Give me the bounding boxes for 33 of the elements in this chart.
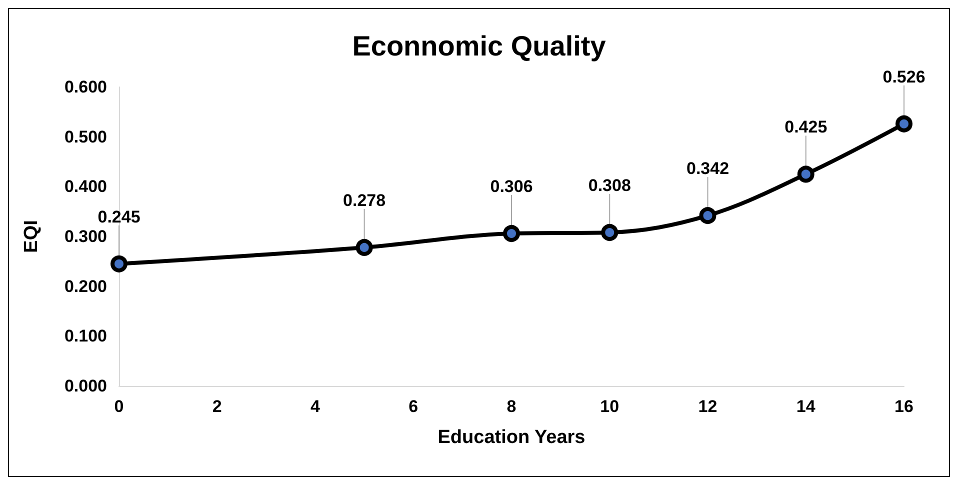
data-label: 0.278 bbox=[343, 190, 386, 210]
data-label: 0.425 bbox=[784, 118, 828, 137]
y-tick-label: 0.600 bbox=[64, 78, 107, 96]
point bbox=[699, 207, 716, 224]
y-tick-label: 0.300 bbox=[64, 227, 107, 246]
point bbox=[896, 115, 912, 132]
point bbox=[110, 255, 128, 272]
x-axis-title: Education Years bbox=[438, 427, 586, 448]
chart-title: Econnomic Quality bbox=[352, 30, 606, 62]
data-label: 0.342 bbox=[686, 159, 730, 178]
y-tick-label: 0.400 bbox=[64, 177, 107, 196]
point bbox=[356, 238, 373, 256]
y-tick-label: 0.500 bbox=[64, 127, 107, 146]
data-label: 0.308 bbox=[588, 176, 631, 196]
point bbox=[601, 224, 618, 242]
data-label: 0.526 bbox=[882, 67, 926, 86]
x-tick-label: 14 bbox=[796, 397, 816, 416]
x-tick-label: 2 bbox=[212, 397, 222, 416]
data-label: 0.306 bbox=[490, 177, 533, 196]
y-tick-label: 0.200 bbox=[64, 276, 107, 296]
x-tick-label: 6 bbox=[408, 397, 418, 416]
y-tick-label: 0.000 bbox=[64, 376, 107, 396]
x-tick-label: 0 bbox=[114, 397, 124, 416]
point bbox=[797, 166, 814, 183]
y-axis-title: EQI bbox=[21, 220, 42, 253]
y-tick-label: 0.100 bbox=[64, 326, 107, 346]
data-label: 0.245 bbox=[98, 207, 140, 226]
point bbox=[503, 225, 520, 242]
x-tick-label: 12 bbox=[698, 397, 718, 416]
x-tick-label: 4 bbox=[310, 397, 321, 416]
x-tick-label: 16 bbox=[894, 397, 914, 416]
x-tick-label: 8 bbox=[506, 397, 516, 416]
x-tick-label: 10 bbox=[600, 397, 620, 416]
